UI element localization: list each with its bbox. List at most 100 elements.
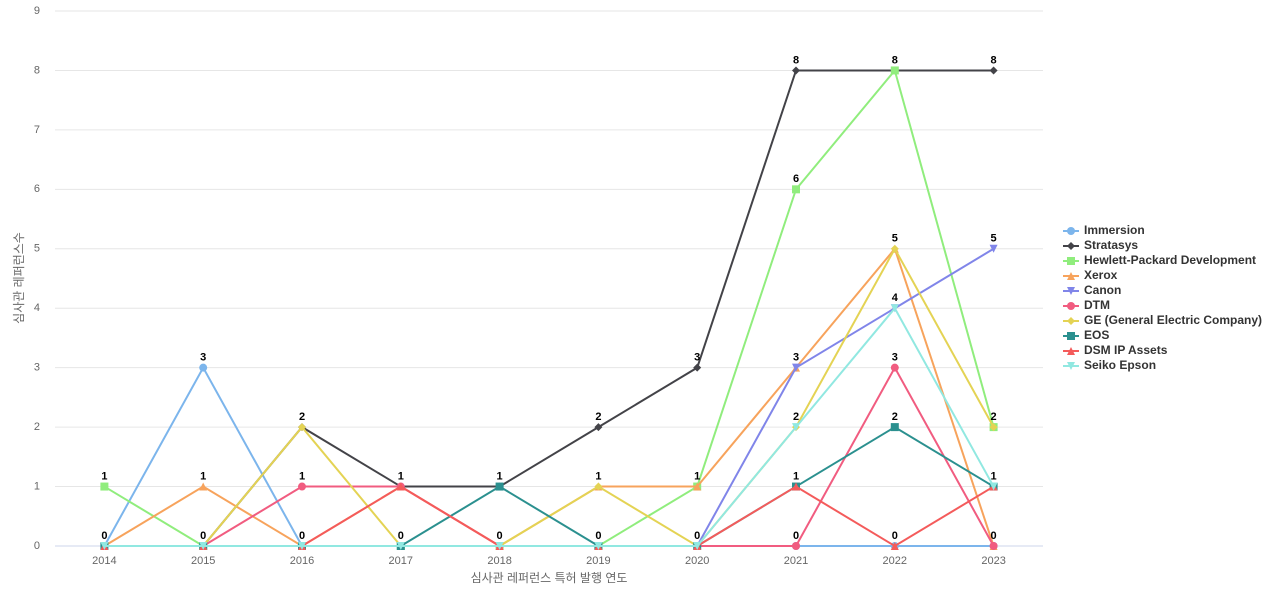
y-tick-label: 5 [34, 243, 40, 255]
series-line [104, 306, 995, 547]
marker [1067, 242, 1075, 250]
y-tick-label: 3 [34, 362, 40, 374]
data-label: 0 [398, 530, 404, 542]
marker [989, 423, 998, 432]
series [100, 304, 998, 550]
data-label: 1 [793, 470, 799, 482]
marker [890, 66, 899, 75]
marker [298, 482, 306, 491]
series-line [103, 246, 995, 548]
data-label: 5 [892, 233, 898, 245]
data-label: 1 [991, 470, 997, 482]
data-label: 4 [892, 292, 899, 304]
marker [989, 244, 998, 253]
data-label: 8 [991, 54, 997, 66]
data-label: 2 [892, 411, 898, 423]
data-label: 0 [101, 530, 107, 542]
data-label: 0 [497, 530, 503, 542]
y-tick-label: 9 [34, 5, 40, 17]
y-tick-label: 2 [34, 421, 40, 433]
data-label: 6 [793, 173, 799, 185]
data-label: 0 [200, 530, 206, 542]
marker [298, 542, 306, 550]
marker [693, 542, 702, 550]
marker [298, 423, 306, 432]
marker [1067, 347, 1075, 355]
marker [792, 363, 800, 372]
data-label: 3 [694, 352, 700, 364]
y-tick-label: 1 [34, 480, 40, 492]
marker [1067, 317, 1075, 325]
series-line [104, 247, 995, 547]
data-label: 1 [101, 470, 107, 482]
marker [100, 542, 109, 550]
data-label: 1 [200, 470, 206, 482]
marker [1067, 227, 1075, 235]
data-label: 1 [595, 470, 601, 482]
marker [890, 542, 899, 550]
x-tick-label: 2023 [981, 555, 1005, 567]
legend-label: Xerox [1084, 268, 1118, 282]
x-tick-label: 2018 [487, 555, 511, 567]
y-tick-label: 7 [34, 124, 40, 136]
data-label: 2 [793, 411, 799, 423]
legend-label: Stratasys [1084, 238, 1138, 252]
legend-label: GE (General Electric Company) [1084, 313, 1262, 327]
legend-label: EOS [1084, 328, 1109, 342]
data-label: 2 [299, 411, 305, 423]
legend-label: DTM [1084, 298, 1110, 312]
marker [495, 482, 504, 491]
marker [1067, 287, 1075, 295]
marker [890, 244, 899, 253]
marker [792, 482, 800, 491]
x-tick-label: 2019 [586, 555, 610, 567]
x-tick-label: 2020 [685, 555, 709, 567]
data-label: 0 [694, 530, 700, 542]
marker [1067, 272, 1075, 280]
marker [792, 423, 800, 432]
data-label: 0 [595, 530, 601, 542]
data-label: 0 [793, 530, 799, 542]
y-tick-label: 4 [34, 302, 40, 314]
marker [594, 542, 603, 550]
marker [1067, 332, 1075, 340]
data-label: 3 [793, 352, 799, 364]
marker [199, 363, 208, 372]
marker [396, 542, 405, 550]
legend-label: DSM IP Assets [1084, 343, 1168, 357]
x-tick-label: 2014 [92, 555, 116, 567]
data-label: 2 [595, 411, 601, 423]
marker [693, 363, 702, 372]
marker [100, 482, 109, 491]
data-label: 1 [299, 470, 305, 482]
marker [989, 542, 998, 550]
data-label: 8 [892, 54, 898, 66]
y-axis-title: 심사관 레퍼런스수 [12, 232, 26, 324]
marker [1067, 362, 1075, 370]
marker [792, 185, 800, 194]
series [100, 244, 998, 550]
data-label: 8 [793, 54, 799, 66]
data-label: 5 [991, 233, 997, 245]
y-tick-label: 8 [34, 64, 40, 76]
marker [396, 482, 405, 491]
legend-label: Seiko Epson [1084, 358, 1156, 372]
legend-label: Canon [1084, 283, 1121, 297]
marker [199, 482, 208, 491]
series [100, 244, 998, 550]
y-tick-label: 6 [34, 183, 40, 195]
x-tick-label: 2022 [883, 555, 907, 567]
data-label: 0 [299, 530, 305, 542]
data-label: 1 [497, 470, 503, 482]
marker [989, 66, 998, 75]
x-tick-label: 2015 [191, 555, 215, 567]
data-label: 0 [892, 530, 898, 542]
marker [989, 482, 998, 491]
data-label: 3 [200, 352, 206, 364]
legend-label: Immersion [1084, 223, 1145, 237]
marker [199, 542, 208, 550]
marker [792, 542, 800, 550]
marker [594, 482, 603, 491]
series-line [104, 246, 995, 548]
series [100, 244, 998, 550]
